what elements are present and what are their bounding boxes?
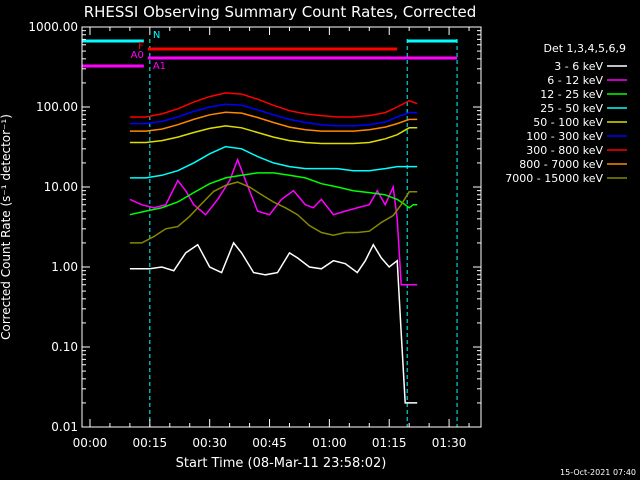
series-line-4 (129, 125, 418, 145)
data-series (129, 92, 418, 404)
series-line-2 (129, 172, 418, 216)
flag-label-a0: A0 (131, 50, 144, 61)
chart-title: RHESSI Observing Summary Count Rates, Co… (84, 3, 477, 21)
series-line-7 (129, 111, 418, 132)
series-line-6 (129, 92, 418, 118)
flag-label-f: F (138, 41, 144, 52)
y-tick-label-4: 0.10 (51, 340, 78, 354)
x-tick-label-0: 00:00 (73, 436, 108, 450)
legend-label-3: 25 - 50 keV (540, 102, 603, 115)
series-line-1 (129, 157, 418, 286)
flag-label-n: N (153, 30, 160, 41)
axes: 1000.00 100.00 10.00 1.00 0.10 0.01 00:00 00:15… (28, 20, 481, 450)
y-axis-label: Corrected Count Rate (s⁻¹ detector⁻¹) (0, 114, 13, 340)
series-line-3 (129, 145, 418, 179)
footer-timestamp: 15-Oct-2021 07:40 (560, 468, 636, 477)
legend-label-0: 3 - 6 keV (554, 60, 603, 73)
x-tick-label-4: 01:00 (312, 436, 347, 450)
series-line-5 (129, 103, 418, 127)
series-line-0 (129, 241, 418, 404)
y-tick-label-1: 100.00 (36, 100, 78, 114)
flag-label-a1: A1 (153, 61, 166, 72)
legend-label-4: 50 - 100 keV (533, 116, 603, 129)
legend-title: Det 1,3,4,5,6,9 (543, 42, 626, 55)
x-tick-label-2: 00:30 (192, 436, 227, 450)
y-tick-label-3: 1.00 (51, 260, 78, 274)
legend-label-2: 12 - 25 keV (540, 88, 603, 101)
y-tick-label-5: 0.01 (51, 420, 78, 434)
x-tick-label-6: 01:30 (432, 436, 467, 450)
y-tick-label-0: 1000.00 (28, 20, 78, 34)
legend-label-8: 7000 - 15000 keV (505, 172, 603, 185)
legend-label-6: 300 - 800 keV (526, 144, 603, 157)
x-tick-label-1: 00:15 (133, 436, 168, 450)
x-axis-label: Start Time (08-Mar-11 23:58:02) (176, 456, 387, 471)
night-bands (81, 39, 458, 427)
series-line-8 (129, 181, 418, 244)
x-tick-label-3: 00:45 (252, 436, 287, 450)
legend-label-5: 100 - 300 keV (526, 130, 603, 143)
y-tick-label-2: 10.00 (44, 180, 78, 194)
legend-label-1: 6 - 12 keV (547, 74, 603, 87)
x-tick-label-5: 01:15 (372, 436, 407, 450)
legend-label-7: 800 - 7000 keV (519, 158, 603, 171)
plot-frame (81, 26, 482, 428)
